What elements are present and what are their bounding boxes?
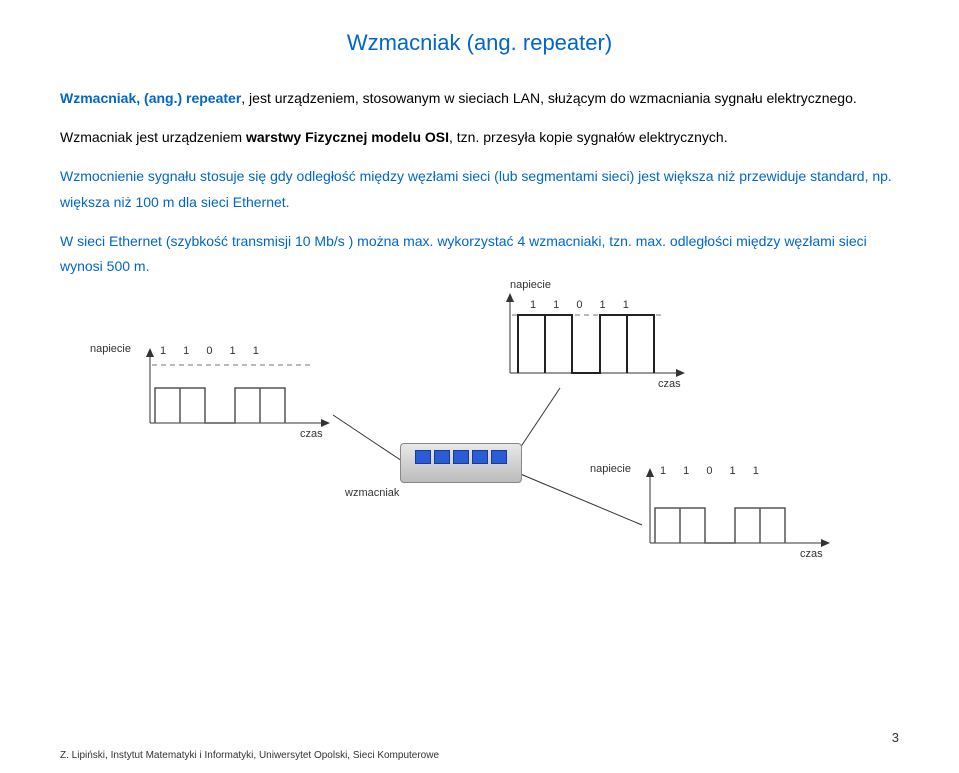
page-title: Wzmacniak (ang. repeater) (60, 30, 899, 56)
port (453, 450, 469, 464)
footer-text: Z. Lipiński, Instytut Matematyki i Infor… (60, 750, 439, 761)
ylabel-top-right: napiecie (510, 279, 551, 291)
page-number: 3 (892, 730, 899, 745)
repeater-label: wzmacniak (345, 487, 399, 499)
repeater-ports (415, 450, 507, 464)
port (434, 450, 450, 464)
p2-pre: Wzmacniak jest urządzeniem (60, 129, 246, 145)
port (415, 450, 431, 464)
p2-bold: warstwy Fizycznej modelu OSI (246, 129, 449, 145)
p2-post: , tzn. przesyła kopie sygnałów elektrycz… (449, 129, 728, 145)
port (491, 450, 507, 464)
paragraph-4: W sieci Ethernet (szybkość transmisji 10… (60, 229, 899, 279)
footer: Z. Lipiński, Instytut Matematyki i Infor… (60, 750, 899, 761)
paragraph-2: Wzmacniak jest urządzeniem warstwy Fizyc… (60, 125, 899, 150)
repeater-device (400, 443, 522, 483)
paragraph-3: Wzmocnienie sygnału stosuje się gdy odle… (60, 164, 899, 214)
paragraph-1: Wzmacniak, (ang.) repeater, jest urządze… (60, 86, 899, 111)
p1-rest: , jest urządzeniem, stosowanym w sieciac… (241, 90, 857, 106)
p1-lead: Wzmacniak, (ang.) repeater (60, 90, 241, 106)
diagram: napiecie 1 1 0 1 1 czas napiecie 1 1 0 1… (60, 293, 899, 583)
wires-svg (60, 293, 860, 583)
port (472, 450, 488, 464)
